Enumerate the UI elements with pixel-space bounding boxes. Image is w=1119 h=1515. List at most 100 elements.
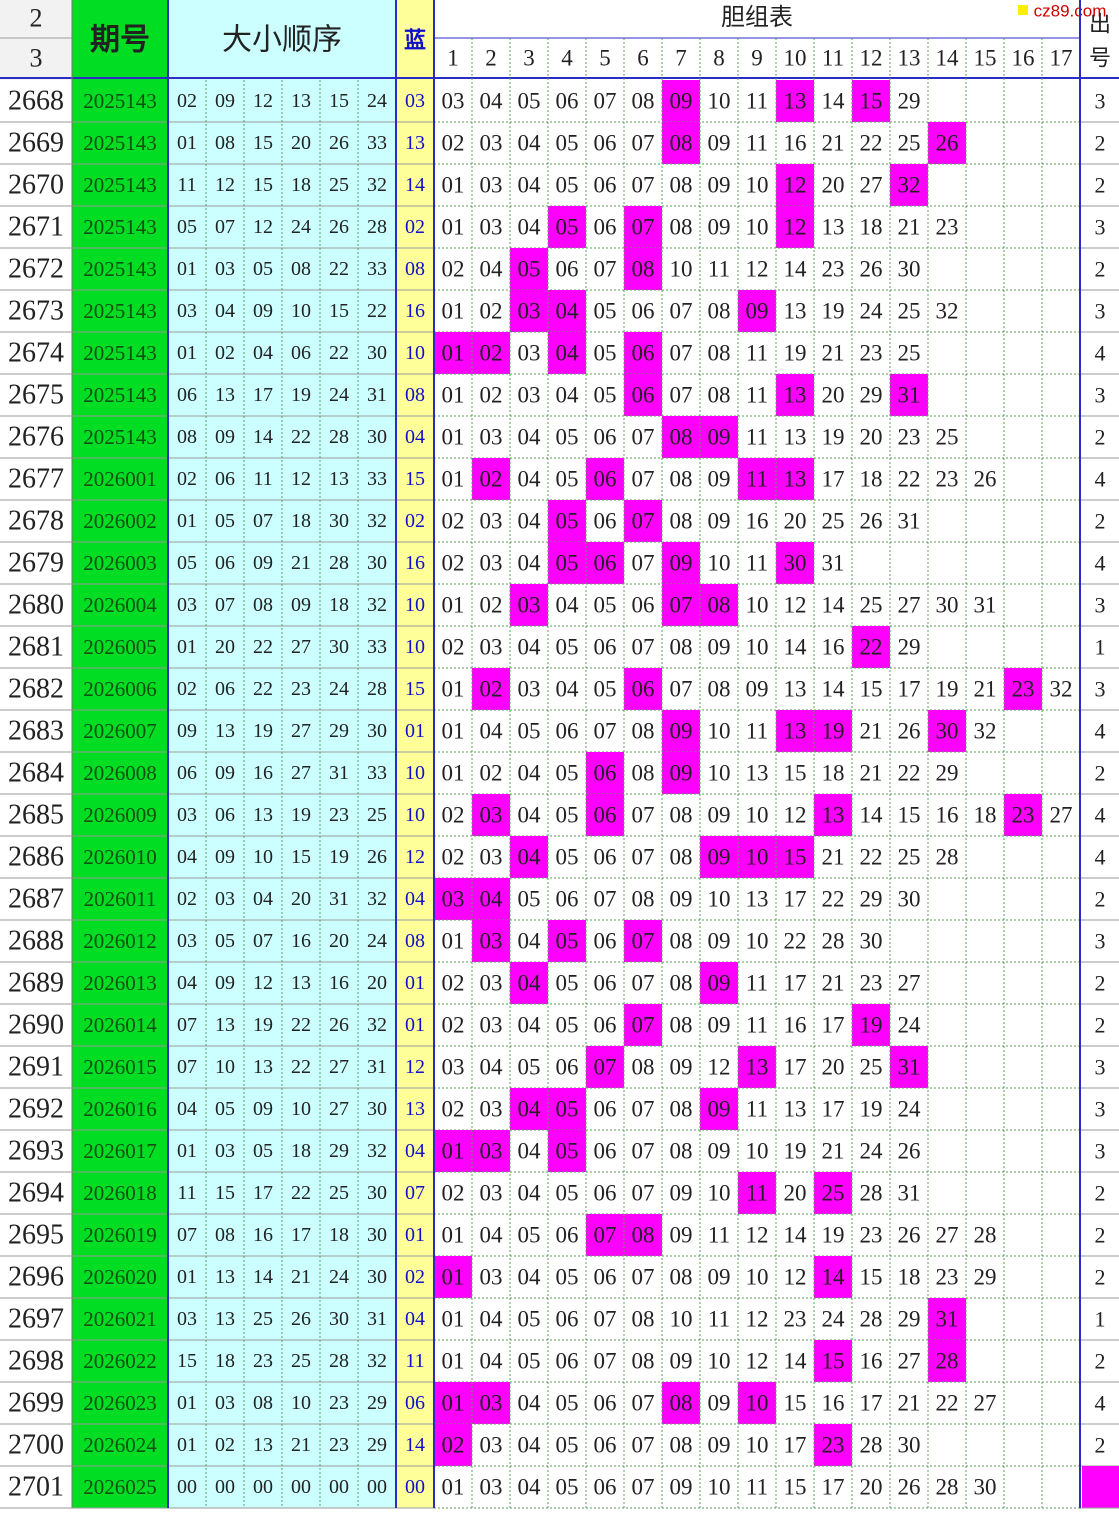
dan-number: 25 <box>860 593 883 618</box>
dan-number: 04 <box>480 1349 504 1374</box>
dan-number: 21 <box>898 1391 921 1416</box>
out-count: 2 <box>1095 887 1106 912</box>
highlight-cell <box>662 542 700 584</box>
blue-number: 01 <box>405 1224 425 1246</box>
red-number: 13 <box>291 90 311 112</box>
blue-number: 04 <box>405 888 425 910</box>
dan-number: 30 <box>898 887 921 912</box>
dan-number: 27 <box>1050 803 1073 828</box>
dan-number: 07 <box>632 1181 655 1206</box>
dan-number: 11 <box>708 257 730 282</box>
dan-number: 01 <box>442 677 465 702</box>
dan-number: 07 <box>632 635 655 660</box>
header-order: 大小顺序 <box>222 24 342 57</box>
dan-number: 17 <box>860 1391 883 1416</box>
highlight-cell <box>814 1172 852 1214</box>
red-number: 06 <box>215 552 235 574</box>
highlight-cell <box>738 1382 776 1424</box>
dan-number: 05 <box>594 299 617 324</box>
dan-number: 08 <box>670 1391 693 1416</box>
highlight-cell <box>510 836 548 878</box>
dan-number: 06 <box>556 887 579 912</box>
dan-number: 11 <box>746 467 768 492</box>
dan-number: 15 <box>860 677 883 702</box>
row-number: 2671 <box>8 212 64 243</box>
red-number: 04 <box>253 342 273 364</box>
dan-number: 28 <box>936 845 959 870</box>
highlight-cell <box>738 1046 776 1088</box>
dan-number: 25 <box>898 131 921 156</box>
dan-number: 07 <box>670 677 693 702</box>
dan-number: 15 <box>860 89 883 114</box>
out-count: 4 <box>1095 341 1106 366</box>
red-number: 26 <box>291 1308 311 1330</box>
dan-col-header: 2 <box>485 46 497 71</box>
red-number: 30 <box>367 720 387 742</box>
dan-number: 09 <box>708 1265 731 1290</box>
highlight-cell <box>814 794 852 836</box>
out-count: 2 <box>1095 1013 1106 1038</box>
red-number: 30 <box>329 1308 349 1330</box>
red-number: 00 <box>177 1476 197 1498</box>
red-number: 24 <box>291 216 311 238</box>
red-number: 05 <box>215 1098 235 1120</box>
dan-number: 09 <box>708 1097 731 1122</box>
red-number: 19 <box>253 1014 273 1036</box>
highlight-cell <box>776 374 814 416</box>
red-number: 22 <box>291 426 311 448</box>
red-number: 10 <box>253 846 273 868</box>
dan-number: 32 <box>898 173 921 198</box>
dan-number: 05 <box>556 635 579 660</box>
dan-number: 14 <box>822 677 846 702</box>
dan-number: 05 <box>594 383 617 408</box>
dan-number: 23 <box>860 341 883 366</box>
dan-number: 29 <box>860 887 883 912</box>
dan-number: 15 <box>784 1391 807 1416</box>
dan-number: 03 <box>480 803 503 828</box>
period: 2026022 <box>83 1349 157 1373</box>
highlight-cell <box>776 164 814 206</box>
dan-number: 04 <box>518 1013 542 1038</box>
dan-number: 20 <box>822 173 845 198</box>
dan-number: 27 <box>974 1391 997 1416</box>
dan-col-header: 14 <box>936 46 960 71</box>
dan-number: 03 <box>480 929 503 954</box>
highlight-cell <box>586 458 624 500</box>
red-number: 08 <box>215 132 235 154</box>
red-number: 10 <box>291 1392 311 1414</box>
watermark-box <box>1018 5 1028 15</box>
red-number: 01 <box>177 636 197 658</box>
dan-number: 06 <box>632 341 655 366</box>
red-number: 02 <box>215 342 235 364</box>
dan-number: 06 <box>594 215 617 240</box>
dan-number: 04 <box>556 593 580 618</box>
blue-number: 16 <box>405 552 425 574</box>
dan-col-header: 6 <box>637 46 649 71</box>
dan-number: 04 <box>518 1433 542 1458</box>
period: 2026018 <box>83 1181 157 1205</box>
red-number: 20 <box>329 930 349 952</box>
red-number: 07 <box>177 1224 197 1246</box>
dan-number: 12 <box>746 257 769 282</box>
period: 2025143 <box>83 383 157 407</box>
dan-number: 05 <box>518 887 541 912</box>
red-number: 18 <box>329 1224 349 1246</box>
dan-number: 28 <box>860 1181 883 1206</box>
dan-number: 14 <box>822 593 846 618</box>
blue-number: 02 <box>405 510 425 532</box>
dan-number: 02 <box>442 1433 465 1458</box>
highlight-cell <box>624 248 662 290</box>
dan-number: 30 <box>936 719 959 744</box>
dan-number: 02 <box>442 1097 465 1122</box>
dan-number: 06 <box>594 1013 617 1038</box>
red-number: 20 <box>291 132 311 154</box>
dan-number: 16 <box>860 1349 883 1374</box>
dan-number: 03 <box>480 425 503 450</box>
dan-number: 08 <box>670 173 693 198</box>
dan-number: 11 <box>746 341 768 366</box>
dan-number: 20 <box>822 383 845 408</box>
red-number: 15 <box>215 1182 235 1204</box>
dan-number: 03 <box>480 131 503 156</box>
dan-number: 09 <box>708 845 731 870</box>
